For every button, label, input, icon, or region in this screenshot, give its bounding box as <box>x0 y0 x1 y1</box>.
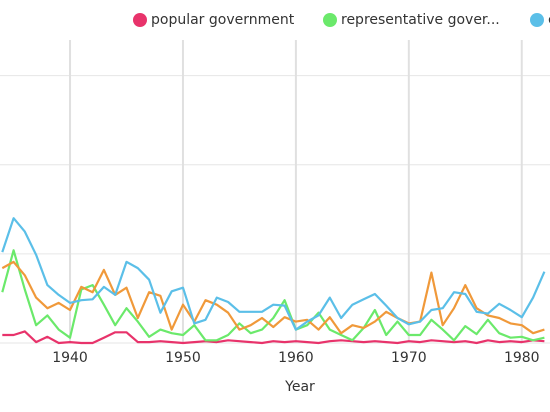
legend-marker <box>323 13 337 27</box>
legend-marker <box>133 13 147 27</box>
x-tick-label: 1950 <box>165 350 201 366</box>
legend-label: c <box>548 12 550 28</box>
legend-label: popular government <box>151 12 295 28</box>
series-line <box>1 260 545 335</box>
x-axis-title: Year <box>284 379 315 395</box>
x-tick-label: 1940 <box>52 350 88 366</box>
x-tick-label: 1960 <box>278 350 314 366</box>
series-line <box>1 249 545 342</box>
series-line <box>1 217 546 331</box>
x-tick-label: 1980 <box>504 350 540 366</box>
legend-marker <box>530 13 544 27</box>
x-tick-label: 1970 <box>391 350 427 366</box>
legend-label: representative gover... <box>341 12 500 28</box>
series-line <box>2 330 545 345</box>
